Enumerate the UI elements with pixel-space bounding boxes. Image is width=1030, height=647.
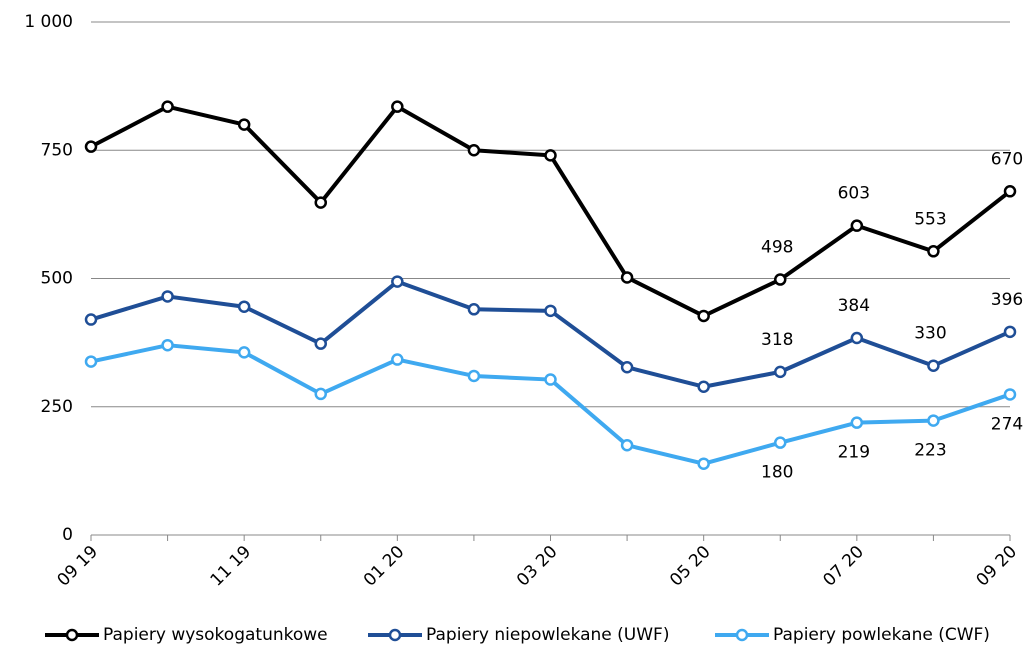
legend-label: Papiery wysokogatunkowe — [103, 625, 328, 645]
point — [161, 338, 174, 352]
point — [544, 373, 557, 386]
point — [467, 144, 481, 157]
point — [237, 346, 251, 359]
point — [314, 337, 327, 350]
point — [927, 414, 940, 427]
x-tick-label: 07 20 — [819, 542, 868, 591]
y-tick-label: 750 — [41, 140, 73, 160]
point — [927, 245, 940, 258]
x-tick-label: 11 19 — [207, 542, 256, 591]
point — [1003, 388, 1017, 401]
data-label: 384 — [838, 296, 870, 316]
point — [620, 438, 634, 452]
series-line — [90, 343, 1011, 466]
data-label: 670 — [991, 149, 1023, 169]
point — [697, 457, 710, 470]
point — [1003, 325, 1017, 339]
point — [314, 196, 327, 209]
y-tick-label: 1 000 — [24, 12, 73, 32]
point — [697, 380, 710, 393]
data-label: 603 — [838, 184, 870, 204]
data-label: 274 — [991, 414, 1023, 434]
data-label: 498 — [761, 238, 793, 258]
point — [391, 353, 404, 366]
data-label: 223 — [914, 441, 946, 461]
point — [237, 118, 251, 131]
x-tick-label: 03 20 — [513, 542, 562, 591]
point — [84, 140, 98, 153]
data-label: 330 — [914, 324, 946, 344]
data-label: 219 — [838, 443, 870, 463]
point — [467, 369, 481, 383]
point — [850, 331, 864, 345]
point — [850, 219, 864, 232]
point — [774, 436, 787, 449]
x-tick-label: 09 20 — [973, 542, 1022, 591]
legend-marker — [388, 628, 402, 642]
point — [84, 313, 98, 326]
legend-marker — [65, 628, 79, 642]
data-label: 553 — [914, 209, 946, 229]
y-tick-label: 0 — [62, 525, 73, 545]
y-tick-label: 250 — [41, 397, 73, 417]
point — [697, 309, 710, 323]
point — [774, 273, 787, 286]
point — [391, 100, 404, 113]
data-label: 180 — [761, 463, 793, 483]
series-line — [90, 104, 1012, 318]
y-tick-label: 500 — [41, 269, 73, 289]
point — [927, 359, 940, 372]
point — [620, 271, 634, 284]
point — [391, 275, 404, 288]
point — [1003, 185, 1017, 198]
x-tick-label: 05 20 — [666, 542, 715, 591]
data-label: 318 — [761, 330, 793, 350]
point — [84, 355, 98, 368]
point — [237, 300, 251, 313]
legend-label: Papiery niepowlekane (UWF) — [426, 625, 669, 645]
point — [467, 303, 481, 316]
legend-marker — [735, 628, 749, 642]
point — [161, 100, 174, 113]
data-label: 396 — [991, 290, 1023, 310]
legend-label: Papiery powlekane (CWF) — [773, 625, 990, 645]
point — [774, 365, 787, 379]
point — [544, 149, 557, 162]
x-tick-label: 09 19 — [54, 542, 103, 591]
point — [850, 416, 864, 429]
point — [544, 304, 557, 318]
point — [620, 360, 634, 374]
point — [314, 387, 327, 401]
x-tick-label: 01 20 — [360, 542, 409, 591]
series-line — [90, 279, 1011, 389]
point — [161, 290, 174, 303]
